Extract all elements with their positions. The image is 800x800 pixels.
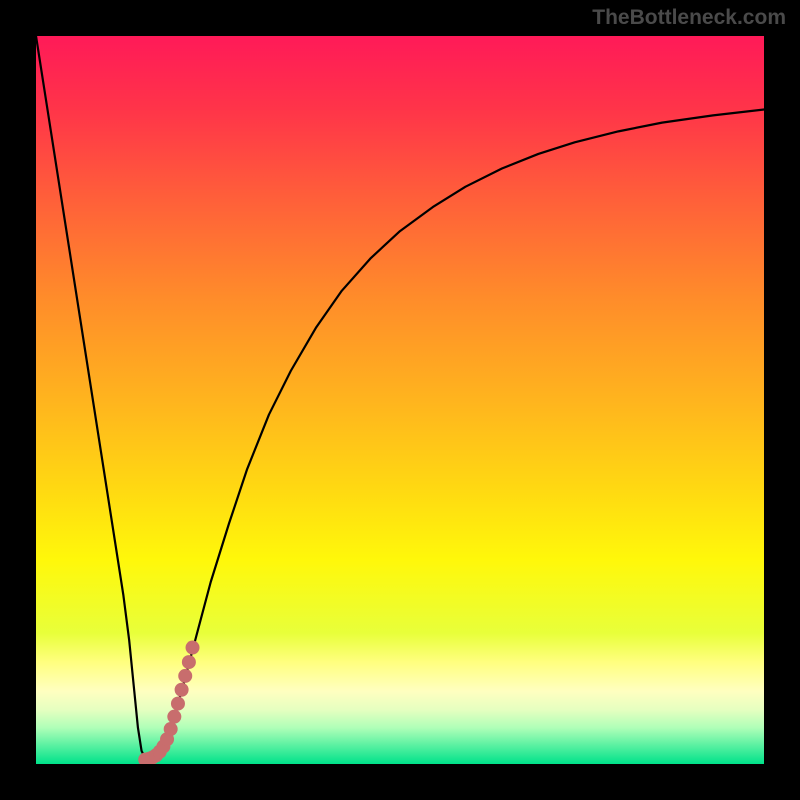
highlight-marker: [167, 710, 181, 724]
chart-svg: [36, 36, 764, 764]
watermark-text: TheBottleneck.com: [592, 6, 786, 30]
highlight-marker: [186, 641, 200, 655]
highlight-marker: [182, 655, 196, 669]
chart-plot-area: [36, 36, 764, 764]
highlight-marker: [178, 669, 192, 683]
highlight-marker: [164, 722, 178, 736]
gradient-background: [36, 36, 764, 764]
highlight-marker: [171, 697, 185, 711]
highlight-marker: [175, 683, 189, 697]
